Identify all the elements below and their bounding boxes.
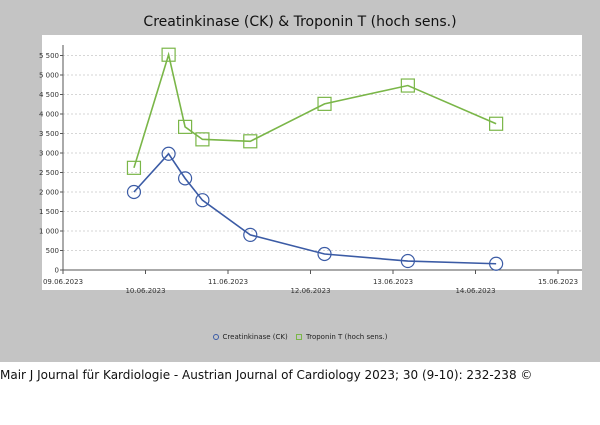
- legend-item-ck: Creatinkinase (CK): [212, 333, 288, 341]
- y-tick-label: 1 000: [39, 228, 59, 236]
- troponin-data-point: [195, 132, 210, 147]
- legend-label-troponin: Troponin T (hoch sens.): [305, 333, 388, 341]
- x-tick-label: 15.06.2023: [538, 278, 578, 286]
- y-tick-label: 1 500: [39, 208, 59, 216]
- y-tick-label: 4 000: [39, 111, 59, 119]
- troponin-data-point: [126, 160, 142, 175]
- ck-data-point: [126, 184, 142, 200]
- y-tick-label: 3 500: [39, 130, 59, 138]
- legend-label-ck: Creatinkinase (CK): [222, 333, 288, 341]
- ck-data-point: [161, 146, 176, 161]
- chart-title: Creatinkinase (CK) & Troponin T (hoch se…: [143, 14, 457, 30]
- chart-plot: 0 500 1 000 1 500 2 000 2 500 3 000 3 500 4 000 4…: [39, 35, 582, 295]
- legend-item-troponin: Troponin T (hoch sens.): [295, 333, 388, 341]
- y-tick-label: 500: [46, 247, 59, 255]
- legend-marker-square-icon: [295, 334, 302, 340]
- y-tick-label: 2 500: [39, 169, 59, 177]
- y-tick-label: 2 000: [39, 189, 59, 197]
- y-tick-label: 5 000: [39, 72, 59, 80]
- ck-data-point: [489, 256, 504, 271]
- troponin-data-point: [489, 116, 504, 131]
- troponin-data-point: [400, 78, 415, 93]
- ck-data-point: [178, 171, 193, 186]
- citation-text: Mair J Journal für Kardiologie - Austria…: [0, 368, 533, 382]
- chart-legend: Creatinkinase (CK) Troponin T (hoch sens…: [0, 333, 600, 341]
- y-tick-label: 4 500: [39, 91, 59, 99]
- troponin-data-point: [243, 134, 258, 149]
- legend-marker-circle-icon: [212, 334, 219, 340]
- ck-data-point: [400, 253, 415, 269]
- troponin-data-point: [161, 47, 176, 62]
- y-tick-label: 3 000: [39, 150, 59, 158]
- troponin-data-point: [317, 96, 332, 111]
- ck-data-point: [243, 227, 258, 242]
- series-line-ck: [133, 152, 497, 265]
- series-line-troponin: [133, 51, 497, 169]
- y-tick-label: 0: [55, 267, 59, 275]
- y-tick-label: 5 500: [39, 52, 59, 60]
- x-tick-label: 09.06.2023: [43, 278, 83, 286]
- ck-data-point: [317, 246, 332, 262]
- x-tick-label: 13.06.2023: [373, 278, 413, 286]
- ck-data-point: [195, 193, 210, 208]
- troponin-data-point: [178, 119, 193, 134]
- x-tick-label: 10.06.2023: [125, 287, 165, 295]
- x-tick-label: 14.06.2023: [455, 287, 495, 295]
- x-tick-label: 11.06.2023: [208, 278, 248, 286]
- x-tick-label: 12.06.2023: [290, 287, 330, 295]
- plot-background: [42, 35, 582, 290]
